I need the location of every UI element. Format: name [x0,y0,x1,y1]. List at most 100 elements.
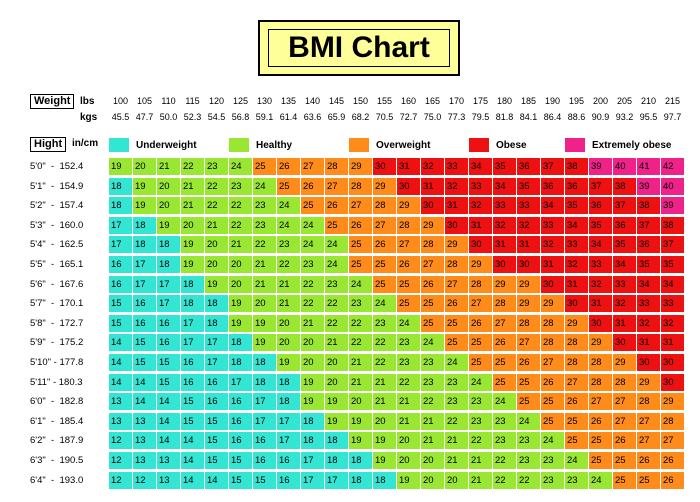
bmi-cell: 34 [492,176,517,196]
bmi-cell: 29 [492,274,517,294]
legend-swatch [564,137,586,153]
bmi-cell: 23 [420,353,445,372]
bmi-cell: 22 [324,313,349,333]
bmi-cell: 26 [612,431,637,451]
bmi-cell: 31 [564,274,589,294]
bmi-cell: 22 [492,470,517,490]
bmi-cell: 28 [564,353,589,372]
bmi-cell: 13 [132,451,157,470]
weight-lbs-label: 185 [520,96,537,106]
bmi-cell: 23 [492,411,517,431]
weight-kgs-label: 68.2 [351,112,370,122]
weight-lbs-label: 125 [232,96,249,106]
bmi-cell: 19 [396,470,421,490]
weight-lbs-label: 155 [376,96,393,106]
bmi-cell: 20 [252,294,277,314]
bmi-cell: 25 [372,255,397,274]
bmi-cell: 19 [108,157,133,176]
bmi-cell: 24 [588,470,613,490]
bmi-cell: 29 [348,157,373,176]
bmi-cell: 25 [540,392,565,412]
weight-lbs-label: 215 [664,96,681,106]
height-row-label: 5'3" - 160.0 [30,219,84,231]
bmi-cell: 40 [612,157,637,176]
bmi-cell: 32 [468,196,493,216]
bmi-cell: 35 [636,255,661,274]
bmi-cell: 17 [252,392,277,412]
bmi-cell: 25 [516,392,541,412]
bmi-cell: 21 [348,372,373,392]
bmi-cell: 26 [540,372,565,392]
bmi-cell: 15 [204,411,229,431]
bmi-cell: 28 [636,392,661,412]
bmi-cell: 26 [324,196,349,216]
bmi-cell: 24 [324,255,349,274]
legend-item: Overweight [348,136,430,154]
legend-item: Underweight [108,136,197,154]
bmi-cell: 16 [228,392,253,412]
bmi-cell: 18 [348,451,373,470]
bmi-cell: 30 [444,215,469,235]
bmi-cell: 31 [468,215,493,235]
bmi-cell: 18 [324,451,349,470]
bmi-cell: 36 [612,215,637,235]
bmi-cell: 15 [252,470,277,490]
bmi-cell: 17 [132,255,157,274]
bmi-cell: 18 [372,470,397,490]
bmi-cell: 32 [516,215,541,235]
height-row-label: 6'0" - 182.8 [30,396,84,408]
weight-lbs-label: 205 [616,96,633,106]
bmi-cell: 21 [348,353,373,372]
bmi-cell: 23 [444,392,469,412]
bmi-cell: 13 [108,411,133,431]
weight-kgs-label: 61.4 [279,112,298,122]
bmi-cell: 19 [348,431,373,451]
bmi-cell: 28 [540,333,565,353]
bmi-cell: 32 [612,294,637,314]
bmi-cell: 23 [228,176,253,196]
bmi-cell: 34 [540,196,565,216]
bmi-cell: 28 [564,333,589,353]
bmi-cell: 37 [636,215,661,235]
bmi-cell: 19 [204,274,229,294]
bmi-cell: 12 [108,431,133,451]
bmi-cell: 26 [660,451,685,470]
bmi-cell: 23 [252,215,277,235]
bmi-cell: 21 [444,451,469,470]
title-box: BMI Chart [258,20,460,76]
bmi-cell: 15 [156,372,181,392]
bmi-cell: 33 [564,235,589,255]
bmi-cell: 26 [276,157,301,176]
weight-lbs-label: 115 [185,96,200,106]
height-row-label: 5'9" - 175.2 [30,337,84,349]
bmi-cell: 18 [300,431,325,451]
bmi-cell: 19 [276,353,301,372]
bmi-cell: 28 [660,411,685,431]
weight-lbs-label: 150 [352,96,369,106]
kgs-label: kgs [80,112,98,123]
bmi-cell: 26 [468,313,493,333]
bmi-cell: 21 [156,157,181,176]
height-row-label: 6'3" - 190.5 [30,455,84,466]
weight-lbs-label: 160 [400,96,417,106]
bmi-cell: 21 [444,431,469,451]
bmi-cell: 19 [300,392,325,412]
bmi-cell: 29 [516,274,541,294]
bmi-cell: 33 [444,157,469,176]
bmi-cell: 14 [108,372,133,392]
bmi-cell: 25 [492,372,517,392]
bmi-cell: 27 [372,215,397,235]
bmi-cell: 21 [468,470,493,490]
bmi-cell: 22 [372,333,397,353]
bmi-cell: 19 [228,294,253,314]
bmi-grid: 19 20 21 22 23 24 25 26 27 28 29 30 31 32 33 34 35 36 37 38… [108,157,686,490]
bmi-cell: 16 [252,431,277,451]
bmi-cell: 27 [444,274,469,294]
bmi-cell: 29 [540,294,565,314]
bmi-cell: 21 [252,274,277,294]
legend-item: Healthy [228,136,292,154]
bmi-cell: 17 [156,294,181,314]
bmi-cell: 19 [324,411,349,431]
weight-kgs-label: 50.0 [159,112,178,122]
bmi-cell: 25 [612,470,637,490]
